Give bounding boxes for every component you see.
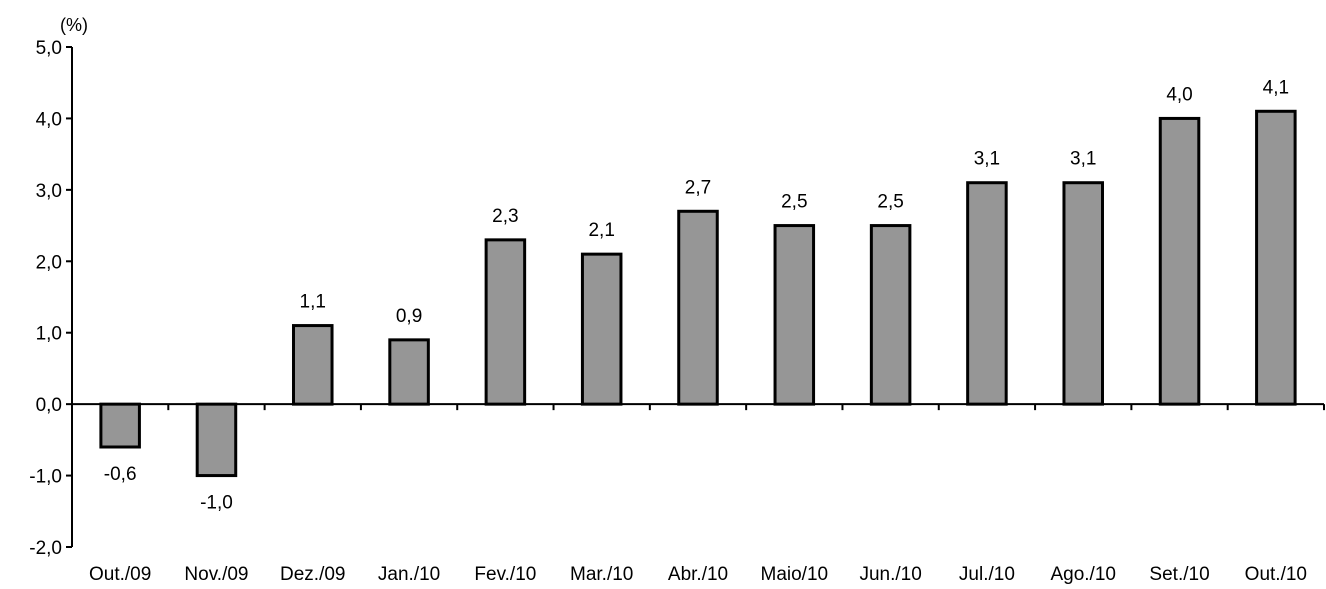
- y-tick-label: -2,0: [29, 538, 62, 559]
- bar-series: [99, 109, 1297, 478]
- y-axis-ticks: -2,0 -1,0 0,0 1,0 2,0 3,0 4,0 5,0: [29, 38, 72, 559]
- bar: [484, 238, 527, 406]
- data-label: 1,1: [300, 292, 326, 313]
- bar: [195, 402, 238, 478]
- y-tick-label: 5,0: [36, 38, 62, 59]
- data-label: 2,3: [492, 206, 518, 227]
- data-labels: -0,6 -1,0 1,1 0,9 2,3 2,1 2,7 2,5 2,5 3,1 3,1 4,0 4,…: [104, 77, 1289, 513]
- axes: [71, 47, 1324, 547]
- y-tick-label: 1,0: [36, 324, 62, 345]
- bar: [388, 338, 430, 406]
- x-tick-label: Maio/10: [761, 564, 829, 585]
- x-tick-label: Nov./09: [184, 564, 248, 585]
- data-label: 2,5: [781, 192, 807, 213]
- y-tick-label: 0,0: [36, 395, 62, 416]
- y-tick-label: 2,0: [36, 252, 62, 273]
- x-tick-label: Out./09: [89, 564, 151, 585]
- x-tick-label: Dez./09: [280, 564, 345, 585]
- data-label: 2,5: [877, 192, 903, 213]
- bar: [869, 224, 912, 406]
- bar: [966, 181, 1008, 406]
- bar: [580, 252, 623, 406]
- bar: [1255, 109, 1297, 406]
- data-label: 3,1: [1070, 149, 1096, 170]
- y-unit-label: (%): [60, 15, 88, 35]
- bar: [292, 324, 334, 406]
- bar: [1062, 181, 1104, 406]
- bar: [677, 209, 719, 406]
- x-tick-label: Out./10: [1245, 564, 1307, 585]
- data-label: 0,9: [396, 306, 422, 327]
- y-tick-label: -1,0: [29, 467, 62, 488]
- data-label: 3,1: [974, 149, 1000, 170]
- data-label: 2,7: [685, 177, 711, 198]
- data-label: 4,1: [1263, 77, 1289, 98]
- bar: [1158, 116, 1201, 406]
- data-label: 2,1: [588, 220, 614, 241]
- x-tick-label: Abr./10: [668, 564, 728, 585]
- x-tick-label: Jan./10: [378, 564, 440, 585]
- x-tick-label: Mar./10: [570, 564, 633, 585]
- x-axis-labels: Out./09 Nov./09 Dez./09 Jan./10 Fev./10 Mar./…: [89, 564, 1307, 585]
- x-tick-label: Fev./10: [474, 564, 536, 585]
- bar: [773, 224, 816, 406]
- data-label: -0,6: [104, 464, 137, 485]
- bar: [99, 402, 141, 449]
- x-tick-label: Set./10: [1149, 564, 1209, 585]
- x-tick-label: Ago./10: [1050, 564, 1116, 585]
- y-tick-label: 4,0: [36, 109, 62, 130]
- x-tick-label: Jul./10: [959, 564, 1015, 585]
- data-label: -1,0: [200, 493, 233, 514]
- data-label: 4,0: [1166, 84, 1192, 105]
- y-tick-label: 3,0: [36, 181, 62, 202]
- x-tick-label: Jun./10: [859, 564, 921, 585]
